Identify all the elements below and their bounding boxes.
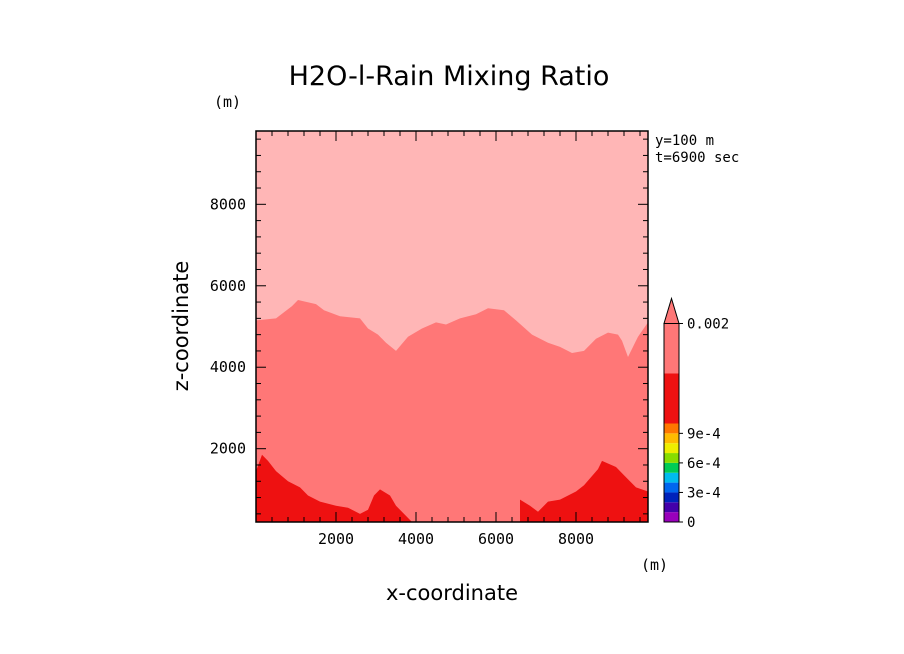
colorbar-swatch	[664, 373, 679, 424]
y-axis-unit: (m)	[214, 93, 241, 111]
x-tick-label: 2000	[318, 530, 354, 548]
chart-title: H2O-l-Rain Mixing Ratio	[289, 61, 610, 92]
colorbar-swatch	[664, 423, 679, 434]
axis-ticks: 2000 4000 6000 8000 2000 4000 6000 8000	[210, 131, 648, 548]
colorbar-swatch	[664, 472, 679, 483]
y-tick-label: 4000	[210, 358, 246, 376]
colorbar-label: 0	[687, 515, 695, 531]
colorbar: 0 3e-4 6e-4 9e-4 0.002	[663, 296, 729, 531]
x-tick-label: 6000	[478, 530, 514, 548]
colorbar-swatch	[664, 323, 679, 374]
plot-frame	[255, 130, 649, 523]
colorbar-label: 3e-4	[687, 485, 721, 501]
y-axis-title: z-coordinate	[169, 261, 193, 392]
annotation-time: t=6900 sec	[655, 150, 739, 166]
colorbar-extend-arrow	[663, 296, 680, 324]
colorbar-swatch	[664, 433, 679, 444]
x-axis-unit: (m)	[641, 556, 668, 574]
contour-fill-middle-region	[256, 300, 648, 522]
contour-plot-area	[256, 131, 648, 522]
colorbar-swatch	[664, 462, 679, 473]
colorbar-label: 0.002	[687, 317, 729, 333]
x-tick-label: 4000	[398, 530, 434, 548]
x-tick-label: 8000	[558, 530, 594, 548]
contour-fill-lower-region-right	[520, 460, 648, 522]
y-tick-label: 8000	[210, 195, 246, 213]
colorbar-swatch	[664, 512, 679, 522]
annotation-y-position: y=100 m	[655, 133, 714, 149]
colorbar-label: 9e-4	[687, 426, 721, 442]
colorbar-label: 6e-4	[687, 456, 721, 472]
colorbar-swatch	[664, 482, 679, 493]
x-axis-title: x-coordinate	[386, 581, 518, 605]
colorbar-frame	[663, 323, 680, 523]
colorbar-swatch	[664, 443, 679, 454]
colorbar-swatch	[664, 453, 679, 463]
colorbar-swatch	[664, 492, 679, 503]
y-tick-label: 6000	[210, 277, 246, 295]
y-tick-label: 2000	[210, 440, 246, 458]
contour-fill-lower-region-left	[256, 454, 412, 522]
colorbar-swatch	[664, 502, 679, 513]
